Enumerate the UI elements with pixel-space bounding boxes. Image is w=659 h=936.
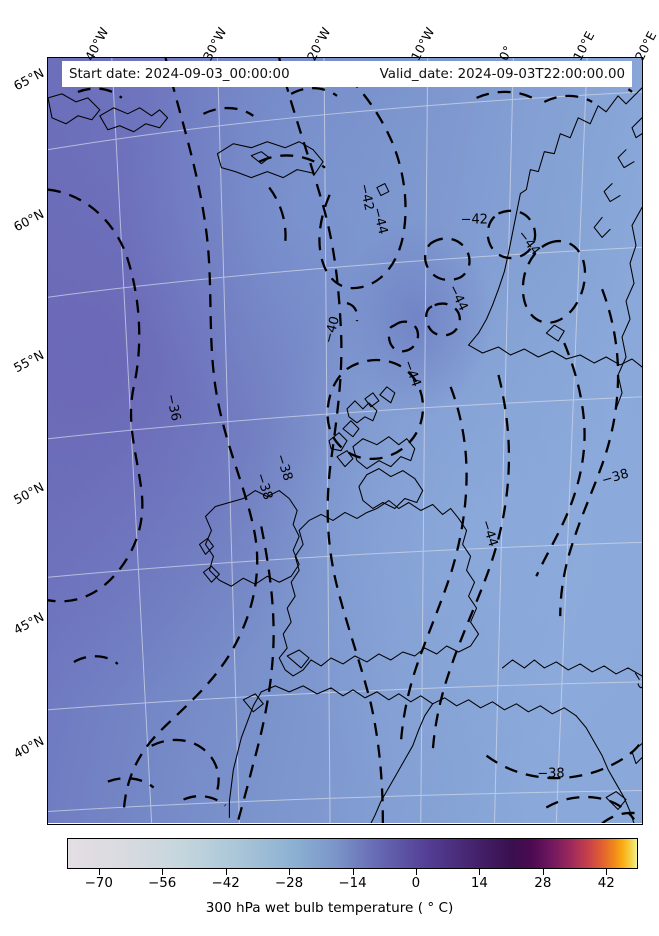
colorbar-tick-label: 0 (411, 876, 421, 891)
colorbar-ticks: −70 −56 −42 −28 −14 0 14 28 42 (67, 869, 638, 891)
colorbar-tick (98, 869, 100, 875)
svg-text:−42: −42 (356, 182, 376, 212)
colorbar-tick (479, 869, 481, 875)
colorbar-tick-label: −56 (148, 876, 177, 891)
colorbar-title: 300 hPa wet bulb temperature ( ° C) (205, 900, 454, 916)
lat-tick-40n: 40°N (10, 732, 47, 762)
colorbar-gradient (68, 839, 637, 868)
lat-tick-55n: 55°N (10, 346, 47, 376)
colorbar-tick (352, 869, 354, 875)
colorbar-tick-label: 42 (597, 876, 615, 891)
date-banner: Start date: 2024-09-03_00:00:00 Valid_da… (62, 61, 632, 87)
colorbar-tick (542, 869, 544, 875)
svg-text:−38: −38 (537, 767, 564, 782)
svg-text:−36: −36 (163, 393, 183, 423)
lat-tick-65n: 65°N (10, 64, 47, 94)
colorbar-tick (606, 869, 608, 875)
lat-tick-60n: 60°N (10, 205, 47, 235)
colorbar-tick (162, 869, 164, 875)
svg-text:−40: −40 (321, 315, 343, 345)
colorbar-tick-label: −70 (84, 876, 113, 891)
colorbar-tick-label: 14 (470, 876, 488, 891)
svg-text:−42: −42 (461, 212, 488, 227)
lat-tick-45n: 45°N (10, 608, 47, 638)
coastlines (48, 87, 642, 824)
colorbar-tick-label: −42 (211, 876, 240, 891)
lon-tick-20e: 20°E (631, 28, 659, 63)
colorbar[interactable] (67, 838, 638, 869)
colorbar-tick (415, 869, 417, 875)
start-date-label: Start date: 2024-09-03_00:00:00 (69, 66, 290, 82)
colorbar-tick (225, 869, 227, 875)
contour-labels: −42 −44 −42 −44 −44 −44 −40 −36 −38 −38 … (163, 182, 642, 781)
colorbar-tick (289, 869, 291, 875)
colorbar-tick-label: −14 (338, 876, 367, 891)
colorbar-tick-label: 28 (534, 876, 552, 891)
lat-tick-50n: 50°N (10, 478, 47, 508)
valid-date-label: Valid_date: 2024-09-03T22:00:00.00 (379, 66, 625, 82)
colorbar-tick-label: −28 (274, 876, 304, 891)
svg-text:−44: −44 (369, 206, 390, 236)
map-axes[interactable]: −42 −44 −42 −44 −44 −44 −40 −36 −38 −38 … (47, 57, 643, 825)
map-temperature-field: −42 −44 −42 −44 −44 −44 −40 −36 −38 −38 … (48, 58, 642, 824)
svg-text:−38: −38 (600, 466, 630, 488)
